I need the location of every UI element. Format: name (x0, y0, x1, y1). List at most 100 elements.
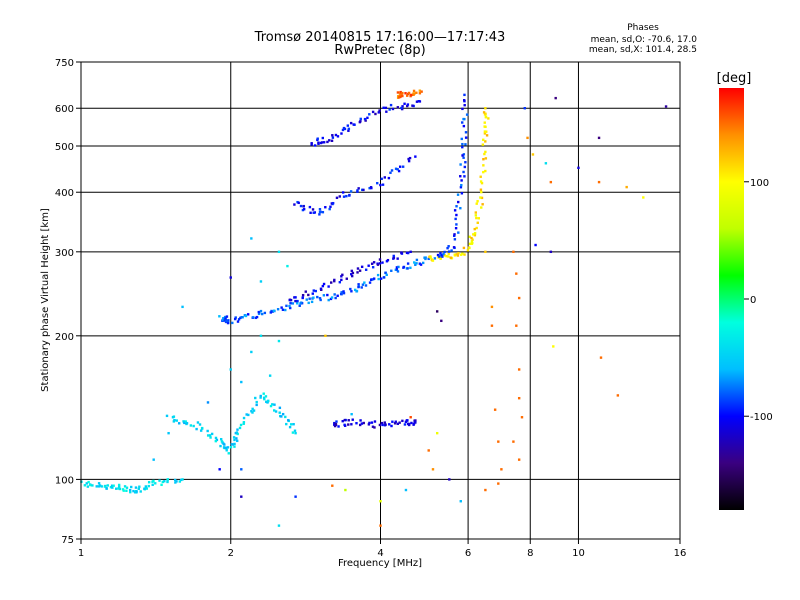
trace-point (239, 316, 242, 320)
trace-point (482, 164, 485, 167)
trace-point (461, 107, 464, 111)
trace-point (372, 277, 376, 280)
trace-point (433, 257, 437, 260)
y-tick-label: 400 (55, 188, 74, 199)
trace-point (257, 312, 261, 315)
x-tick-label: 8 (527, 548, 533, 559)
scatter-point (181, 305, 184, 309)
trace-point (429, 256, 432, 259)
trace-point (333, 293, 336, 296)
trace-point (214, 439, 218, 443)
colorbar-label: [deg] (717, 71, 752, 86)
trace-point (363, 281, 366, 284)
trace-point (385, 273, 388, 277)
trace-point (222, 317, 225, 320)
trace-point (350, 290, 353, 293)
scatter-point (259, 334, 263, 338)
trace-point (363, 117, 367, 121)
trace-point (421, 261, 425, 265)
trace-point (367, 423, 371, 426)
trace-point (294, 296, 297, 299)
x-tick-label: 6 (465, 548, 471, 559)
trace-point (343, 418, 346, 422)
trace-point (479, 196, 482, 199)
trace-point (144, 485, 148, 488)
trace-point (330, 281, 333, 284)
trace-point (470, 236, 473, 240)
trace-point (310, 300, 314, 304)
trace-point (227, 319, 230, 322)
trace-point (128, 488, 132, 492)
trace-point (294, 299, 297, 303)
trace-point (189, 424, 193, 427)
trace-point (484, 169, 487, 173)
trace-point (309, 211, 312, 214)
trace-point (348, 194, 351, 197)
trace-point (398, 421, 401, 424)
trace-point (291, 302, 294, 305)
trace-point (298, 304, 301, 307)
trace-point (396, 168, 399, 171)
trace-point (399, 90, 402, 94)
scatter-point (459, 500, 462, 503)
trace-point (312, 211, 315, 214)
trace-point (321, 284, 325, 288)
trace-point (484, 150, 487, 154)
trace-point (163, 480, 166, 483)
trace-point (122, 489, 125, 492)
trace-point (350, 273, 353, 276)
trace-point (460, 183, 463, 187)
trace-point (340, 291, 343, 294)
scatter-point (229, 276, 232, 279)
scatter-point (331, 484, 334, 487)
trace-point (360, 422, 364, 425)
trace-point (484, 112, 487, 115)
trace-point (312, 296, 315, 299)
trace-point (305, 298, 308, 301)
scatter-point (440, 319, 443, 323)
trace-point (319, 287, 323, 290)
trace-point (255, 315, 259, 319)
trace-point (483, 152, 486, 156)
trace-point (349, 287, 352, 291)
trace-point (267, 399, 270, 403)
trace-point (340, 132, 343, 135)
trace-point (100, 485, 103, 488)
trace-point (407, 91, 411, 95)
trace-point (316, 138, 319, 142)
scatter-point (552, 345, 555, 348)
trace-point (462, 153, 466, 156)
trace-point (353, 123, 356, 126)
trace-point (464, 131, 468, 134)
scatter-point (404, 488, 408, 492)
colorbar-tick-label: -100 (750, 412, 773, 423)
trace-point (342, 195, 346, 198)
stats-x: mean, sd,X: 101.4, 28.5 (589, 45, 697, 55)
scatter-point (642, 196, 645, 199)
trace-point (389, 171, 392, 174)
scatter-point (599, 356, 603, 359)
trace-point (376, 181, 379, 185)
trace-point (424, 257, 427, 261)
trace-point (331, 134, 334, 137)
trace-point (406, 419, 409, 422)
y-tick-label: 750 (55, 58, 74, 69)
trace-point (233, 442, 236, 446)
trace-point (314, 289, 317, 293)
trace-point (308, 297, 311, 300)
trace-point (450, 249, 453, 252)
scatter-point (517, 368, 521, 371)
trace-point (333, 279, 336, 283)
trace-point (405, 94, 409, 97)
trace-point (347, 129, 350, 132)
trace-point (438, 255, 441, 258)
scatter-point (515, 272, 518, 275)
trace-point (452, 246, 456, 249)
trace-point (173, 418, 176, 422)
trace-point (271, 310, 274, 313)
trace-point (462, 124, 466, 128)
trace-point (264, 395, 268, 398)
trace-point (281, 308, 285, 311)
trace-point (381, 183, 385, 186)
trace-point (301, 208, 305, 212)
